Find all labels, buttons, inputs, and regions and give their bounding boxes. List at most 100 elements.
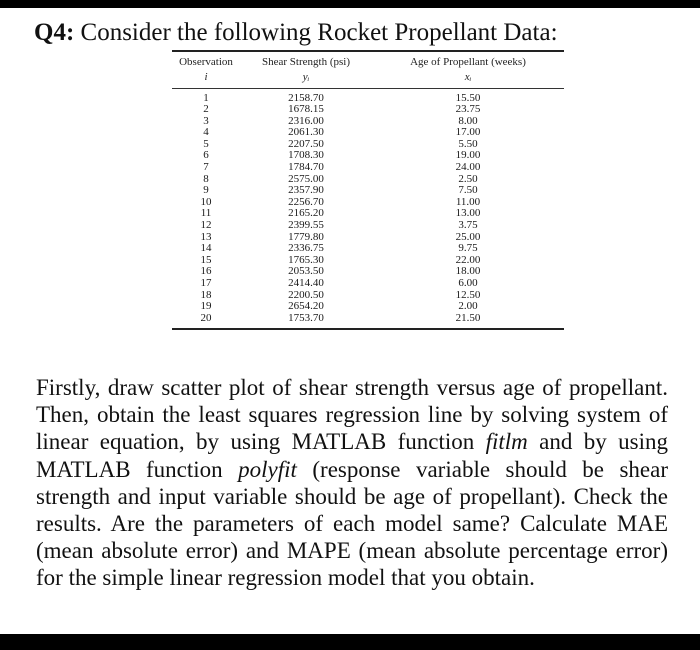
cell-observation: 7 — [203, 161, 209, 174]
header-observation: Observation — [179, 55, 233, 68]
table-row: 15 1765.30 22.00 — [172, 253, 564, 267]
cell-observation: 10 — [200, 195, 212, 208]
cell-shear-strength: 2316.00 — [288, 114, 324, 127]
table-row: 12 2399.55 3.75 — [172, 219, 564, 232]
paragraph-part-2: and by using MATLAB function — [36, 429, 668, 482]
table-row: 10 2256.70 11.00 — [172, 195, 564, 209]
cell-age: 25.00 — [455, 230, 481, 243]
cell-shear-strength: 1678.15 — [288, 103, 324, 116]
cell-age: 19.00 — [455, 149, 481, 162]
cell-age: 13.00 — [455, 207, 481, 220]
cell-shear-strength: 2357.90 — [288, 184, 324, 197]
cell-shear-strength: 1708.30 — [288, 149, 324, 162]
cell-age: 12.50 — [455, 288, 481, 301]
cell-observation: 1 — [203, 91, 209, 104]
cell-age: 18.00 — [455, 265, 481, 278]
table-row: 8 2575.00 2.50 — [172, 172, 564, 186]
cell-shear-strength: 2336.75 — [288, 242, 324, 255]
cell-observation: 8 — [203, 172, 209, 185]
table-row: 16 2053.50 18.00 — [172, 266, 564, 278]
cell-age: 23.75 — [455, 103, 481, 116]
cell-age: 15.50 — [455, 91, 481, 104]
symbol-i: i — [204, 70, 208, 83]
table-row: 14 2336.75 9.75 — [172, 243, 564, 255]
cell-observation: 5 — [203, 137, 209, 150]
cell-shear-strength: 2654.20 — [288, 300, 324, 313]
header-shear-strength: Shear Strength (psi) — [262, 55, 350, 68]
cell-shear-strength: 1784.70 — [288, 161, 324, 174]
paragraph-part-3: (response variable should be shear stren… — [36, 456, 668, 591]
cell-age: 5.50 — [458, 137, 478, 150]
cell-observation: 20 — [200, 311, 212, 324]
cell-age: 11.00 — [455, 195, 481, 208]
cell-age: 8.00 — [458, 114, 478, 127]
table-row: 9 2357.90 7.50 — [172, 185, 564, 197]
cell-shear-strength: 2399.55 — [288, 219, 324, 232]
question-title: Q4: Consider the following Rocket Propel… — [34, 18, 558, 48]
cell-age: 22.00 — [455, 253, 481, 266]
table-header-row: Observation Shear Strength (psi) Age of … — [172, 55, 564, 69]
table-row: 3 2316.00 8.00 — [172, 114, 564, 128]
header-age: Age of Propellant (weeks) — [410, 55, 526, 68]
cell-observation: 9 — [203, 184, 209, 197]
cell-observation: 4 — [203, 126, 209, 139]
cell-observation: 11 — [200, 207, 212, 220]
cell-shear-strength: 2575.00 — [288, 172, 324, 185]
cell-observation: 2 — [203, 103, 209, 116]
function-polyfit: polyfit — [238, 456, 297, 482]
cell-observation: 18 — [200, 288, 212, 301]
cell-observation: 12 — [200, 219, 212, 232]
cell-shear-strength: 1765.30 — [288, 253, 324, 266]
symbol-y: yᵢ — [302, 70, 310, 83]
cell-age: 7.50 — [458, 184, 478, 197]
table-row: 20 1753.70 21.50 — [172, 311, 564, 325]
cell-shear-strength: 1779.80 — [288, 230, 324, 243]
cell-shear-strength: 2158.70 — [288, 91, 324, 104]
propellant-data-table: Observation Shear Strength (psi) Age of … — [172, 50, 564, 330]
cell-age: 24.00 — [455, 161, 481, 174]
cell-observation: 6 — [203, 149, 209, 162]
table-row: 17 2414.40 6.00 — [172, 277, 564, 290]
cell-shear-strength: 2414.40 — [288, 277, 324, 289]
cell-observation: 17 — [200, 277, 212, 289]
document-page: Q4: Consider the following Rocket Propel… — [0, 8, 700, 634]
cell-age: 9.75 — [458, 242, 478, 255]
table-row: 7 1784.70 24.00 — [172, 161, 564, 174]
cell-age: 17.00 — [455, 126, 481, 139]
question-title-text: Consider the following Rocket Propellant… — [80, 19, 558, 46]
question-number: Q4: — [34, 19, 75, 46]
table-row: 5 2207.50 5.50 — [172, 137, 564, 151]
table-row: 2 1678.15 23.75 — [172, 103, 564, 116]
table-bottom-rule — [172, 328, 564, 330]
table-row: 18 2200.50 12.50 — [172, 288, 564, 302]
cell-observation: 19 — [200, 300, 212, 313]
cell-age: 2.00 — [458, 300, 478, 313]
question-paragraph: Firstly, draw scatter plot of shear stre… — [36, 374, 668, 592]
table-top-rule — [172, 50, 564, 52]
symbol-x: xᵢ — [464, 70, 472, 83]
cell-shear-strength: 2165.20 — [288, 207, 324, 220]
table-header-rule — [172, 87, 564, 89]
table-symbol-row: i yᵢ xᵢ — [172, 70, 564, 84]
cell-shear-strength: 2200.50 — [288, 288, 324, 301]
paragraph-part-1: Firstly, draw scatter plot of shear stre… — [36, 375, 668, 455]
table-body: 1 2158.70 15.50 2 1678.15 23.75 3 2316.00 8.00 4 2… — [172, 91, 564, 325]
cell-age: 21.50 — [455, 311, 481, 324]
cell-observation: 14 — [200, 242, 212, 255]
cell-shear-strength: 1753.70 — [288, 311, 324, 324]
table-row: 19 2654.20 2.00 — [172, 301, 564, 313]
cell-shear-strength: 2061.30 — [288, 126, 324, 139]
cell-shear-strength: 2207.50 — [288, 137, 324, 150]
table-row: 6 1708.30 19.00 — [172, 150, 564, 162]
cell-observation: 3 — [203, 114, 209, 127]
cell-shear-strength: 2053.50 — [288, 265, 324, 278]
cell-shear-strength: 2256.70 — [288, 195, 324, 208]
cell-age: 2.50 — [458, 172, 478, 185]
table-row: 1 2158.70 15.50 — [172, 91, 564, 105]
cell-observation: 16 — [200, 265, 212, 278]
table-row: 11 2165.20 13.00 — [172, 208, 564, 220]
cell-observation: 15 — [200, 253, 212, 266]
cell-observation: 13 — [200, 230, 212, 243]
table-row: 4 2061.30 17.00 — [172, 127, 564, 139]
function-fitlm: fitlm — [485, 429, 528, 455]
